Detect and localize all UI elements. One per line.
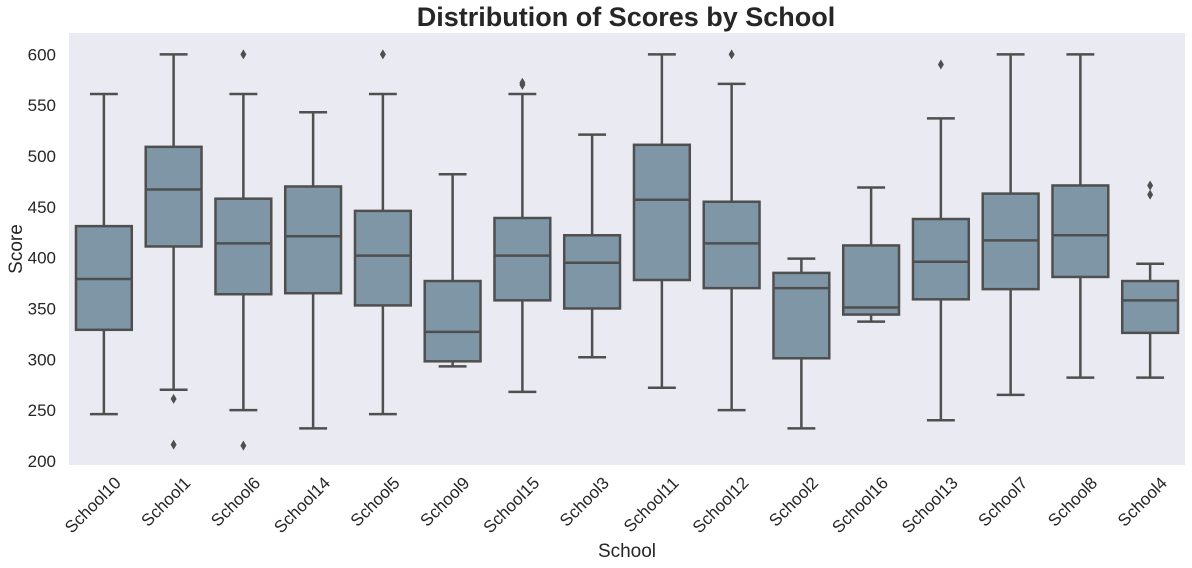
iqr-box [1051, 184, 1110, 279]
box-school13 [911, 59, 971, 422]
box-school9 [423, 173, 482, 368]
iqr-box [772, 271, 831, 360]
iqr-box [214, 197, 273, 296]
y-tick-label: 600 [28, 45, 56, 64]
iqr-box [283, 185, 343, 295]
iqr-box [353, 209, 413, 307]
x-tick-label: School9 [417, 473, 474, 530]
box-school6 [214, 49, 273, 451]
box-school4 [1120, 180, 1180, 379]
x-tick-label: School12 [689, 473, 753, 537]
x-tick-label: School15 [480, 473, 544, 537]
chart-title: Distribution of Scores by School [417, 2, 836, 32]
iqr-box [144, 145, 203, 248]
box-school1 [144, 53, 203, 450]
iqr-box [562, 234, 622, 310]
y-tick-label: 200 [28, 452, 56, 471]
x-tick-label: School16 [828, 473, 892, 537]
x-tick-label: School11 [620, 473, 683, 536]
iqr-box [493, 216, 552, 302]
box-school8 [1051, 53, 1110, 379]
x-tick-label: School2 [765, 473, 822, 530]
box-school14 [283, 111, 343, 430]
y-tick-label: 250 [28, 401, 56, 420]
box-school2 [772, 257, 831, 430]
box-school5 [353, 49, 413, 416]
x-tick-label: School3 [556, 473, 613, 530]
y-tick-label: 450 [28, 198, 56, 217]
y-axis-label: Score [6, 224, 27, 274]
x-tick-label: School5 [347, 473, 404, 530]
x-tick-label: School6 [207, 473, 264, 530]
box-school16 [841, 186, 901, 323]
iqr-box [423, 279, 482, 363]
x-tick-label: School10 [61, 473, 125, 537]
box-school11 [632, 53, 692, 389]
box-school15 [493, 77, 552, 394]
outlier-marker [937, 59, 944, 70]
outlier-marker [1147, 189, 1154, 200]
iqr-box [911, 217, 971, 301]
outlier-marker [519, 79, 526, 90]
x-tick-label: School8 [1044, 473, 1101, 530]
iqr-box [1120, 279, 1180, 335]
x-tick-label: School7 [975, 473, 1032, 530]
iqr-box [841, 244, 901, 316]
x-axis-label: School [598, 541, 656, 562]
outlier-marker [170, 439, 177, 450]
outlier-marker [379, 49, 386, 60]
outlier-marker [240, 49, 247, 60]
box-school12 [702, 49, 761, 412]
box-school7 [981, 53, 1040, 397]
y-tick-label: 500 [28, 147, 56, 166]
x-tick-label: School14 [270, 473, 334, 537]
x-tick-label: School13 [898, 473, 962, 537]
x-tick-label: School4 [1114, 473, 1171, 530]
outlier-marker [728, 49, 735, 60]
x-tick-label: School1 [138, 473, 195, 530]
y-tick-label: 300 [28, 350, 56, 369]
y-tick-label: 400 [28, 249, 56, 268]
outlier-marker [170, 393, 177, 404]
x-axis-ticks: School10 School1 School6 School14 School5 Sch… [61, 473, 1171, 537]
y-tick-label: 550 [28, 96, 56, 115]
outlier-marker [240, 440, 247, 451]
box-school10 [74, 92, 134, 416]
y-tick-label: 350 [28, 299, 56, 318]
iqr-box [632, 143, 692, 282]
iqr-box [702, 200, 761, 290]
y-axis-ticks: 200 250 300 350 400 450 500 550 600 [28, 45, 56, 471]
outlier-marker [1147, 180, 1154, 191]
boxes-group [74, 49, 1180, 451]
box-school3 [562, 133, 622, 359]
